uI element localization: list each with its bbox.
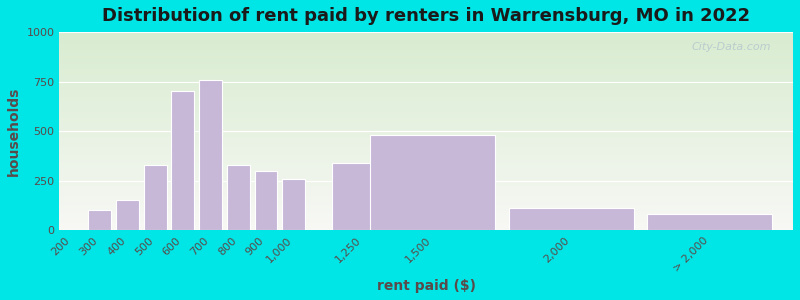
Bar: [370, 135, 495, 230]
Bar: [509, 208, 634, 230]
Text: City-Data.com: City-Data.com: [691, 42, 771, 52]
Bar: [199, 80, 222, 230]
Bar: [116, 200, 139, 230]
Bar: [226, 165, 250, 230]
Bar: [282, 179, 306, 230]
X-axis label: rent paid ($): rent paid ($): [377, 279, 476, 293]
Y-axis label: households: households: [7, 86, 21, 176]
Bar: [647, 214, 772, 230]
Bar: [88, 210, 111, 230]
Bar: [254, 171, 278, 230]
Bar: [143, 165, 166, 230]
Title: Distribution of rent paid by renters in Warrensburg, MO in 2022: Distribution of rent paid by renters in …: [102, 7, 750, 25]
Bar: [333, 163, 394, 230]
Bar: [171, 92, 194, 230]
